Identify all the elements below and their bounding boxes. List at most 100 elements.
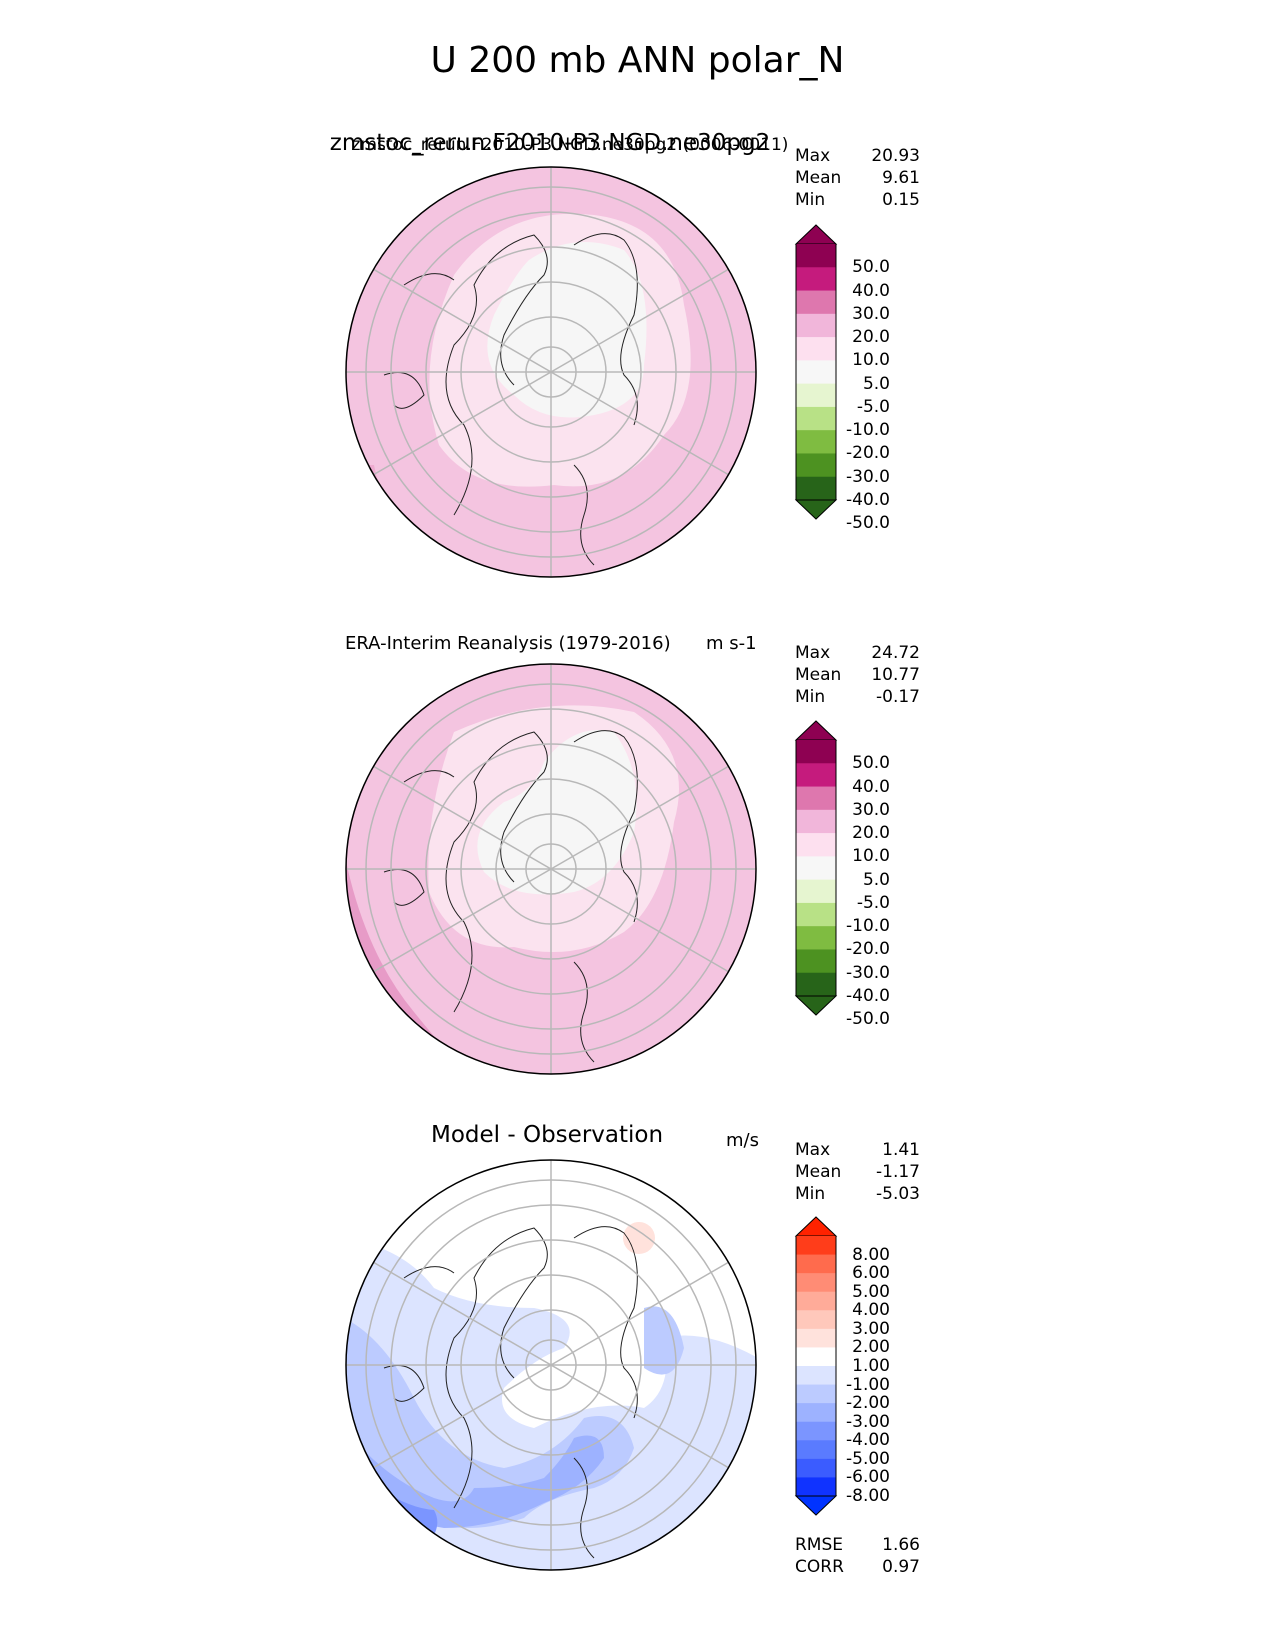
panel3-colorbar-over xyxy=(794,1216,838,1237)
panel1-colorbar-segment xyxy=(796,383,836,408)
panel3-colorbar-tick: 5.00 xyxy=(852,1281,890,1302)
panel3-colorbar-tick: -6.00 xyxy=(846,1467,890,1488)
panel1-colorbar-segment xyxy=(796,406,836,431)
panel3-colorbar-frame xyxy=(795,1236,837,1496)
panel1-colorbar-segment xyxy=(796,430,836,454)
panel3-title: Model - Observation xyxy=(431,1122,664,1148)
panel2-colorbar-segment xyxy=(796,740,836,764)
panel3-colorbar-tick: 2.00 xyxy=(852,1337,890,1358)
panel3-region-pos xyxy=(623,1222,655,1254)
panel3-colorbar-segment xyxy=(796,1421,836,1441)
panel3-colorbar xyxy=(794,1216,838,1516)
main-title: U 200 mb ANN polar_N xyxy=(430,40,845,81)
panel1-polar-map xyxy=(345,166,757,578)
panel2-colorbar-segment xyxy=(796,809,836,834)
panel2-map-border xyxy=(345,663,757,1075)
panel1-colorbar-segment xyxy=(796,267,836,292)
panel1-colorbar-under xyxy=(794,499,838,520)
panel1-colorbar-segment xyxy=(796,476,836,501)
panel1-colorbar-segment xyxy=(796,244,836,268)
panel3-colorbar-segment xyxy=(796,1291,836,1311)
panel3-colorbar-tick: 3.00 xyxy=(852,1318,890,1339)
panel1-stat-max-value: 20.93 xyxy=(871,146,920,166)
panel3-stat-mean-value: -1.17 xyxy=(876,1162,920,1182)
panel1-colorbar-segment xyxy=(796,337,836,361)
panel3-stat-rmse-label: RMSE xyxy=(795,1535,844,1555)
panel1-colorbar-frame xyxy=(795,244,837,500)
panel2-colorbar-segment xyxy=(796,879,836,904)
panel1-colorbar-segment xyxy=(796,313,836,338)
panel2-colorbar-segment xyxy=(796,856,836,881)
panel1-colorbar-tick: -5.0 xyxy=(856,396,890,417)
panel3-map-border xyxy=(345,1159,757,1571)
panel2-colorbar-tick: -20.0 xyxy=(846,939,890,960)
panel2-colorbar-tick: -5.0 xyxy=(856,892,890,913)
panel2-colorbar-frame xyxy=(795,740,837,996)
panel1-stat-mean-label: Mean xyxy=(795,168,842,188)
panel1-colorbar-over xyxy=(794,224,838,245)
panel3-colorbar-segment xyxy=(796,1477,836,1497)
panel3-stat-max-label: Max xyxy=(795,1140,831,1160)
panel3-colorbar-segment xyxy=(796,1273,836,1293)
panel3-colorbar-tick: 8.00 xyxy=(852,1244,890,1265)
panel3-colorbar-tick: 1.00 xyxy=(852,1356,890,1376)
panel3-colorbar-segment xyxy=(796,1254,836,1274)
panel3-colorbar-tick: 6.00 xyxy=(852,1263,890,1284)
panel3-stat-corr-label: CORR xyxy=(795,1557,844,1577)
panel2-colorbar xyxy=(794,720,838,1016)
panel2-colorbar-segment xyxy=(796,902,836,927)
panel1-title-large: zmstoc_rerun.F2010-P3.NGD.ne30pg2 xyxy=(329,130,771,156)
panel1-title-small: zmstoc_rerun.F2010-P3.NGD.ne30pg2 (0006-… xyxy=(351,135,789,155)
panel1-colorbar xyxy=(794,224,838,520)
panel2-colorbar-tick: -40.0 xyxy=(846,986,890,1006)
panel3-stat-min-label: Min xyxy=(795,1184,826,1204)
panel2-colorbar-tick: 10.0 xyxy=(852,846,890,867)
panel2-stat-min-label: Min xyxy=(795,687,826,707)
panel3-stat-rmse-value: 1.66 xyxy=(882,1535,920,1555)
panel2-colorbar-tick: 20.0 xyxy=(852,823,890,844)
panel3-colorbar-under xyxy=(794,1495,838,1516)
panel3-colorbar-tick: 4.00 xyxy=(852,1300,890,1321)
panel2-colorbar-tick: 30.0 xyxy=(852,799,890,820)
panel2-stat-mean-label: Mean xyxy=(795,665,842,685)
panel2-colorbar-segment xyxy=(796,833,836,857)
panel3-stat-min-value: -5.03 xyxy=(876,1184,920,1204)
panel3-colorbar-segment xyxy=(796,1440,836,1460)
panel3-stat-mean-label: Mean xyxy=(795,1162,842,1182)
panel1-colorbar-segment xyxy=(796,360,836,385)
panel3-colorbar-tick: -3.00 xyxy=(846,1411,890,1432)
panel3-colorbar-segment xyxy=(796,1403,836,1423)
panel1-colorbar-tick: -20.0 xyxy=(846,443,890,464)
panel3-polar-map xyxy=(345,1159,757,1571)
panel1-stat-mean-value: 9.61 xyxy=(882,168,920,188)
panel2-colorbar-segment xyxy=(796,786,836,811)
panel1-stat-max-label: Max xyxy=(795,146,831,166)
panel1-colorbar-segment xyxy=(796,290,836,315)
panel3-colorbar-segment xyxy=(796,1384,836,1404)
panel2-polar-map xyxy=(345,663,757,1075)
panel2-colorbar-over xyxy=(794,720,838,741)
panel2-colorbar-tick: -30.0 xyxy=(846,962,890,983)
panel1-colorbar-tick: 30.0 xyxy=(852,303,890,324)
panel3-colorbar-segment xyxy=(796,1236,836,1256)
panel3-units: m/s xyxy=(726,1130,759,1151)
panel2-colorbar-tick: 40.0 xyxy=(852,776,890,797)
panel3-colorbar-tick: -4.00 xyxy=(846,1430,890,1451)
panel3-colorbar-segment xyxy=(796,1310,836,1330)
panel1-colorbar-tick: -10.0 xyxy=(846,420,890,441)
panel2-colorbar-segment xyxy=(796,972,836,997)
panel1-map-border xyxy=(345,166,757,578)
panel1-colorbar-tick: 20.0 xyxy=(852,327,890,348)
panel2-units: m s-1 xyxy=(706,633,757,654)
panel3-region-atlantic xyxy=(644,1306,684,1375)
panel3-colorbar-tick: -2.00 xyxy=(846,1393,890,1414)
panel2-region-core xyxy=(477,730,637,895)
panel2-colorbar-tick: -10.0 xyxy=(846,916,890,937)
panel3-stat-max-value: 1.41 xyxy=(882,1140,920,1160)
panel1-colorbar-tick: -40.0 xyxy=(846,490,890,510)
panel3-stat-corr-value: 0.97 xyxy=(882,1557,920,1577)
panel1-gridlines xyxy=(346,167,756,577)
panel2-colorbar-tick: 5.0 xyxy=(862,869,890,890)
panel1-colorbar-segment xyxy=(796,453,836,478)
panel1-colorbar-tick: 5.0 xyxy=(862,373,890,394)
